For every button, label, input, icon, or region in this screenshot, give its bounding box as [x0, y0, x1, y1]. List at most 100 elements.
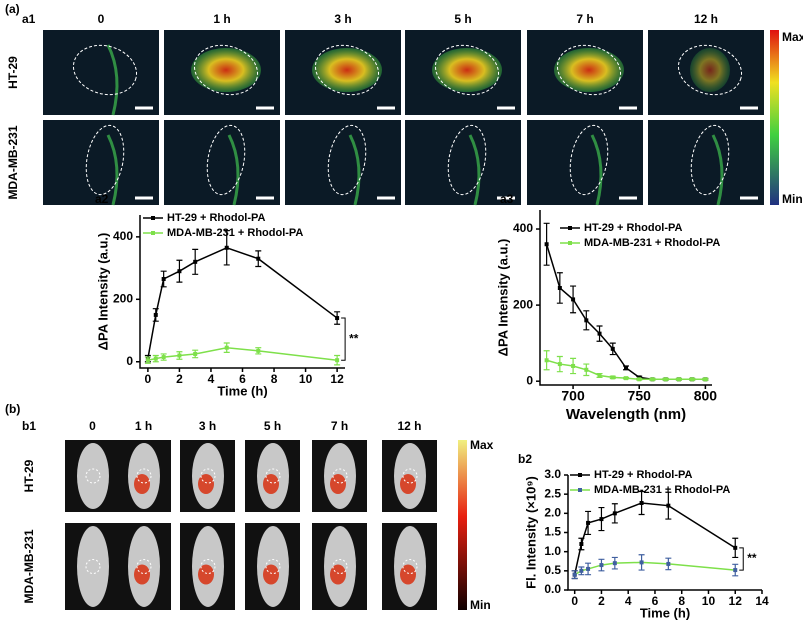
pa-image	[527, 120, 643, 205]
x-tick-label: 12	[729, 594, 743, 608]
marker	[650, 377, 655, 382]
marker	[612, 511, 617, 516]
marker	[557, 285, 562, 290]
marker	[624, 365, 628, 370]
tumor-outline	[434, 44, 500, 96]
y-tick-label: 2.0	[544, 506, 561, 520]
marker	[676, 377, 681, 382]
marker	[335, 316, 340, 321]
legend-label: MDA-MB-231 + Rhodol-PA	[167, 227, 303, 239]
legend-marker	[568, 241, 572, 245]
subpanel-label: a3	[500, 192, 514, 206]
marker	[599, 563, 604, 568]
signal	[263, 564, 279, 585]
line	[573, 502, 736, 575]
marker	[193, 351, 198, 356]
marker	[224, 245, 229, 250]
legend-label: HT-29 + Rhodol-PA	[594, 469, 693, 481]
pa-image	[43, 30, 159, 115]
x-tick-label: 14	[755, 594, 769, 608]
marker	[597, 331, 602, 336]
marker	[557, 362, 562, 367]
annotation: **	[349, 331, 359, 345]
line	[147, 246, 338, 359]
line	[574, 561, 736, 576]
column-label: 1 h	[213, 12, 230, 26]
tumor-outline	[206, 124, 246, 196]
signal	[400, 564, 416, 585]
marker	[639, 500, 644, 505]
y-tick-label: 0	[526, 373, 533, 387]
marker	[666, 561, 671, 566]
column-label: 0	[89, 419, 96, 433]
x-axis-label: Time (h)	[217, 383, 267, 398]
column-label: 7 h	[576, 12, 593, 26]
marker	[639, 560, 644, 565]
mouse	[77, 443, 109, 509]
marker	[153, 356, 158, 361]
legend-label: HT-29 + Rhodol-PA	[584, 222, 683, 234]
y-tick-label: 400	[513, 221, 533, 235]
pa-image	[648, 120, 764, 205]
marker	[624, 376, 628, 381]
marker	[586, 566, 591, 571]
legend-marker	[151, 231, 155, 235]
x-tick-label: 2	[598, 594, 605, 608]
marker	[663, 377, 668, 382]
tumor-outline	[136, 468, 152, 484]
x-tick-label: 8	[271, 372, 278, 386]
marker	[161, 277, 166, 282]
tumor-outline	[85, 124, 125, 196]
tumor-outline	[193, 44, 259, 96]
marker	[610, 346, 615, 351]
y-tick-label: 1.0	[544, 544, 561, 558]
tumor-outline	[556, 44, 622, 96]
x-tick-label: 0	[145, 372, 152, 386]
legend-marker	[151, 216, 155, 220]
y-tick-label: 200	[513, 297, 533, 311]
tumor-outline	[690, 124, 730, 196]
x-tick-label: 0	[571, 594, 578, 608]
column-label: 1 h	[135, 419, 152, 433]
signal	[312, 48, 382, 92]
x-tick-label: 12	[330, 372, 344, 386]
marker	[256, 256, 261, 261]
x-tick-label: 6	[652, 594, 659, 608]
tumor-outline	[265, 468, 281, 484]
marker	[597, 373, 602, 378]
subpanel-label: a1	[22, 12, 36, 26]
y-tick-label: 1.5	[544, 525, 561, 539]
column-label: 12 h	[694, 12, 718, 26]
line	[147, 346, 338, 361]
legend-marker	[578, 488, 582, 492]
legend-marker	[568, 226, 572, 230]
signal	[468, 134, 481, 206]
tumor-outline	[200, 559, 216, 574]
signal	[690, 48, 730, 92]
x-axis-label: Time (h)	[640, 605, 690, 620]
y-tick-label: 0.0	[544, 582, 561, 596]
signal	[590, 134, 603, 206]
marker	[579, 568, 584, 573]
signal	[554, 48, 624, 92]
marker	[584, 318, 589, 323]
marker	[703, 377, 708, 382]
x-tick-label: 750	[628, 388, 652, 404]
legend-marker	[578, 473, 582, 477]
marker	[599, 517, 604, 522]
x-tick-label: 700	[561, 388, 585, 404]
tumor-outline	[72, 44, 138, 96]
column-label: 5 h	[454, 12, 471, 26]
tumor-outline	[569, 124, 609, 196]
x-tick-label: 800	[694, 388, 718, 404]
marker	[612, 561, 617, 566]
column-label: 3 h	[334, 12, 351, 26]
bracket	[739, 547, 744, 571]
pa-image	[285, 120, 401, 205]
column-label: 0	[98, 12, 105, 26]
tumor-outline	[85, 468, 101, 484]
y-tick-label: 0.5	[544, 563, 561, 577]
signal	[191, 48, 261, 92]
tumor-outline	[136, 559, 152, 574]
